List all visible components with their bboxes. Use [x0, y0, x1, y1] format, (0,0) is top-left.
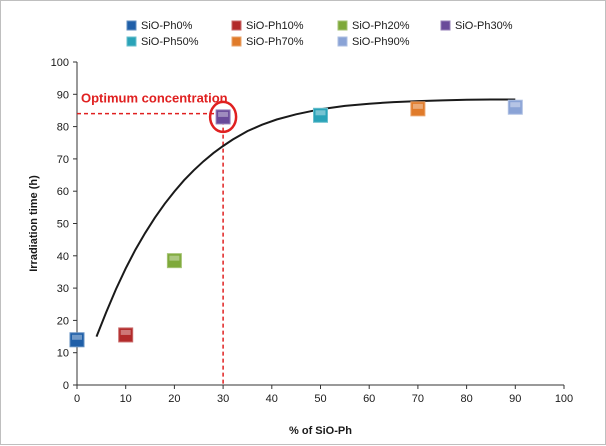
x-tick-label: 70	[412, 393, 424, 405]
legend-label: SiO-Ph90%	[352, 36, 410, 48]
optimum-ring	[208, 100, 238, 134]
legend-label: SiO-Ph70%	[246, 36, 304, 48]
optimum-guides	[77, 100, 238, 385]
legend-swatch	[231, 36, 242, 47]
legend: SiO-Ph0% SiO-Ph10% SiO-Ph20% SiO-Ph30% SiO-P…	[126, 20, 513, 48]
x-tick-label: 100	[555, 393, 573, 405]
annotation-label: Optimum concentration	[81, 91, 228, 106]
y-tick-label: 90	[57, 89, 69, 101]
data-point-highlight	[120, 329, 131, 335]
y-tick-label: 30	[57, 283, 69, 295]
x-tick-label: 90	[509, 393, 521, 405]
data-point-highlight	[412, 103, 423, 109]
legend-swatch	[337, 36, 348, 47]
legend-swatch	[440, 20, 451, 31]
x-tick-label: 30	[217, 393, 229, 405]
x-tick-label: 20	[168, 393, 180, 405]
y-tick-label: 80	[57, 122, 69, 134]
y-tick-label: 0	[63, 380, 69, 392]
x-tick-label: 10	[120, 393, 132, 405]
y-axis-label: Irradiation time (h)	[28, 175, 40, 272]
fit-curve-group	[95, 98, 516, 337]
legend-label: SiO-Ph30%	[455, 20, 513, 32]
data-point-highlight	[72, 334, 82, 340]
legend-label: SiO-Ph0%	[141, 20, 193, 32]
axes: 0 10 20 30 40 50 60 70 80 90 100 0 10 20 30 40 50 60 70 80 9…	[51, 57, 574, 405]
y-tick-label: 10	[57, 348, 69, 360]
data-points	[69, 99, 523, 348]
legend-label: SiO-Ph10%	[246, 20, 304, 32]
x-tick-label: 50	[314, 393, 326, 405]
y-tick-label: 60	[57, 186, 69, 198]
fit-curve	[95, 98, 516, 337]
legend-swatch	[126, 20, 137, 31]
legend-label: SiO-Ph20%	[352, 20, 410, 32]
x-axis-label: % of SiO-Ph	[289, 425, 352, 437]
legend-swatch	[126, 36, 137, 47]
legend-label: SiO-Ph50%	[141, 36, 199, 48]
x-tick-label: 40	[266, 393, 278, 405]
data-point-highlight	[169, 255, 180, 261]
y-tick-label: 40	[57, 251, 69, 263]
legend-swatch	[337, 20, 348, 31]
y-tick-label: 50	[57, 219, 69, 231]
y-tick-label: 100	[51, 57, 69, 69]
legend-swatch	[231, 20, 242, 31]
data-point-highlight	[315, 110, 326, 116]
y-tick-label: 70	[57, 154, 69, 166]
data-point-highlight	[218, 111, 229, 117]
x-tick-label: 0	[74, 393, 80, 405]
x-tick-label: 80	[460, 393, 472, 405]
data-point-highlight	[510, 102, 521, 108]
y-tick-label: 20	[57, 315, 69, 327]
x-tick-label: 60	[363, 393, 375, 405]
